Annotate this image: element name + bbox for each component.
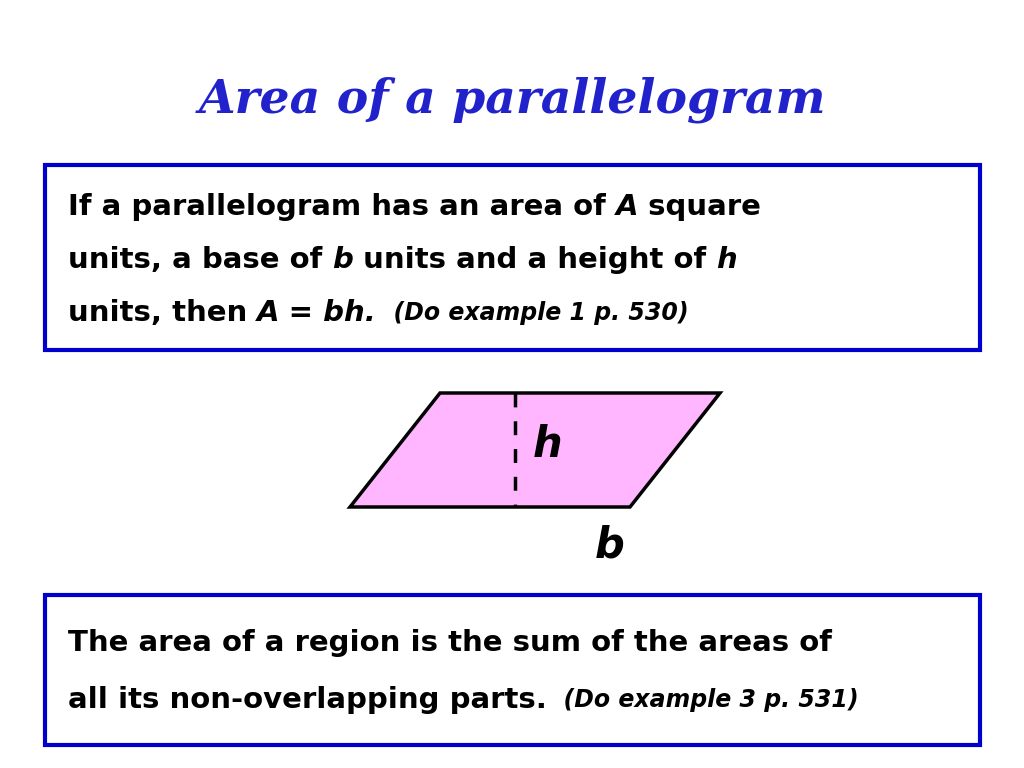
Text: (Do example 3 p. 531): (Do example 3 p. 531) (547, 688, 858, 712)
Text: all its non-overlapping parts.: all its non-overlapping parts. (68, 686, 547, 714)
Text: The area of a region is the sum of the areas of: The area of a region is the sum of the a… (68, 629, 831, 657)
Text: h: h (717, 246, 737, 274)
FancyBboxPatch shape (45, 595, 980, 745)
Text: square: square (638, 193, 761, 221)
Polygon shape (350, 393, 720, 507)
Text: (Do example 1 p. 530): (Do example 1 p. 530) (377, 301, 689, 325)
Text: h: h (534, 424, 562, 466)
Text: units, a base of: units, a base of (68, 246, 333, 274)
Text: If a parallelogram has an area of: If a parallelogram has an area of (68, 193, 615, 221)
Text: Area of a parallelogram: Area of a parallelogram (199, 77, 825, 123)
Text: units, then: units, then (68, 299, 257, 327)
Text: b: b (333, 246, 353, 274)
Text: A: A (615, 193, 638, 221)
Text: A = bh.: A = bh. (257, 299, 377, 327)
Text: units and a height of: units and a height of (353, 246, 717, 274)
Text: b: b (595, 524, 625, 566)
FancyBboxPatch shape (45, 165, 980, 350)
